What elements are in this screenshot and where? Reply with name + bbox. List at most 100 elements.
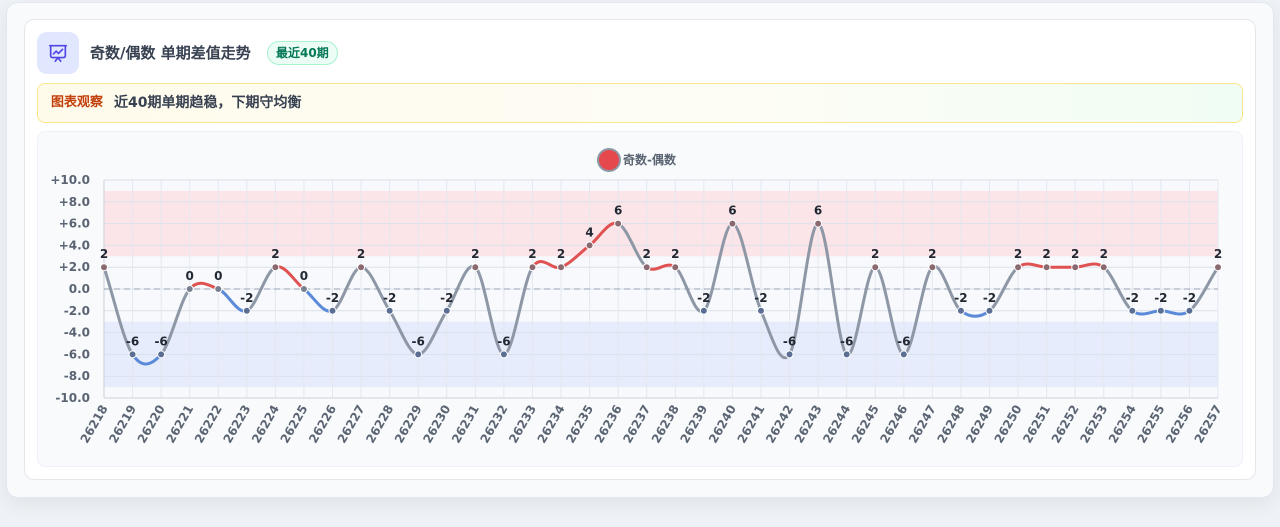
- y-tick-label: 0.0: [69, 282, 90, 296]
- data-point: [728, 219, 737, 228]
- series-line-segment: [102, 265, 135, 356]
- data-point: [985, 306, 994, 315]
- insight-label: 图表观察: [51, 95, 104, 110]
- data-point: [585, 241, 594, 250]
- y-tick-label: +6.0: [59, 217, 90, 231]
- data-label: 2: [671, 247, 679, 261]
- data-point: [185, 285, 194, 293]
- data-point: [814, 219, 823, 228]
- y-tick-label: -6.0: [64, 347, 90, 361]
- insight-text: 近40期单期趋稳，下期守均衡: [114, 95, 302, 111]
- data-label: -2: [754, 291, 767, 305]
- data-point: [357, 263, 366, 272]
- data-label: -6: [897, 334, 910, 348]
- data-point: [1156, 306, 1165, 315]
- data-point: [1214, 263, 1222, 272]
- data-label: 2: [100, 247, 108, 261]
- data-label: 2: [1014, 247, 1022, 261]
- data-label: -6: [412, 334, 425, 348]
- data-label: 6: [814, 204, 822, 218]
- data-point: [871, 263, 880, 272]
- data-point: [899, 350, 908, 359]
- chart-area: +10.0 +8.0 +6.0 +4.0 +2.0 0.0 -2.0 -4.0 -6.0 -8.0…: [37, 131, 1243, 467]
- line-chart: +10.0 +8.0 +6.0 +4.0 +2.0 0.0 -2.0 -4.0 -6.0 -8.0…: [50, 148, 1225, 446]
- data-label: 2: [1042, 247, 1050, 261]
- y-tick-label: +8.0: [59, 195, 90, 209]
- data-label: -2: [440, 291, 453, 305]
- data-point: [157, 350, 166, 359]
- y-tick-label: +4.0: [59, 238, 90, 252]
- data-label: -2: [983, 291, 996, 305]
- data-point: [271, 263, 280, 272]
- data-point: [385, 306, 394, 315]
- data-point: [471, 263, 480, 272]
- data-label: 2: [471, 247, 479, 261]
- data-label: 0: [186, 269, 194, 283]
- data-point: [528, 263, 537, 272]
- data-label: 0: [300, 269, 308, 283]
- card-title: 奇数/偶数 单期差值走势: [90, 44, 251, 62]
- data-label: 2: [271, 247, 279, 261]
- data-label: 2: [928, 247, 936, 261]
- data-label: 2: [528, 247, 536, 261]
- data-label: -6: [783, 334, 796, 348]
- data-point: [328, 306, 337, 315]
- period-badge: 最近40期: [267, 41, 338, 65]
- data-label: -2: [383, 291, 396, 305]
- data-point: [242, 306, 251, 315]
- series-line-segment: [159, 287, 192, 356]
- data-label: 2: [1100, 247, 1108, 261]
- insight-bar: 图表观察 近40期单期趋稳，下期守均衡: [37, 83, 1243, 123]
- data-label: -6: [154, 334, 167, 348]
- y-tick-label: -10.0: [55, 391, 90, 405]
- y-tick-label: -2.0: [64, 304, 90, 318]
- data-label: 2: [557, 247, 565, 261]
- data-point: [299, 285, 308, 293]
- legend-label: 奇数-偶数: [623, 152, 677, 167]
- data-label: 4: [585, 225, 593, 239]
- data-label: -2: [1183, 291, 1196, 305]
- data-point: [214, 285, 223, 293]
- data-label: -2: [1126, 291, 1139, 305]
- data-label: 6: [728, 204, 736, 218]
- data-point: [442, 306, 451, 315]
- y-tick-label: +10.0: [50, 173, 90, 187]
- data-label: 6: [614, 204, 622, 218]
- series-line-segment: [473, 265, 506, 356]
- data-point: [614, 219, 623, 228]
- y-tick-label: -8.0: [64, 369, 90, 383]
- data-point: [756, 306, 765, 315]
- data-point: [699, 306, 708, 315]
- series-line-segment: [873, 265, 906, 356]
- data-label: -6: [126, 334, 139, 348]
- data-point: [499, 350, 508, 359]
- data-label: -6: [840, 334, 853, 348]
- data-point: [671, 263, 680, 272]
- data-label: 2: [643, 247, 651, 261]
- presentation-chart-icon: [37, 32, 79, 74]
- data-point: [928, 263, 937, 272]
- data-point: [100, 263, 108, 272]
- data-point: [1099, 263, 1108, 272]
- data-point: [642, 263, 651, 272]
- data-point: [557, 263, 566, 272]
- data-label: 2: [357, 247, 365, 261]
- data-point: [842, 350, 851, 359]
- data-point: [1014, 263, 1023, 272]
- data-label: -2: [697, 291, 710, 305]
- data-label: 2: [1071, 247, 1079, 261]
- series-line-segment: [902, 265, 934, 356]
- data-point: [1071, 263, 1080, 272]
- data-label: -2: [954, 291, 967, 305]
- data-label: 2: [1214, 247, 1222, 261]
- data-label: 0: [214, 269, 222, 283]
- data-point: [956, 306, 965, 315]
- data-point: [785, 350, 794, 359]
- series-line-segment: [702, 222, 734, 313]
- data-point: [128, 350, 137, 359]
- y-tick-label: -4.0: [64, 326, 90, 340]
- data-point: [414, 350, 423, 359]
- data-label: -2: [326, 291, 339, 305]
- series-line-segment: [816, 222, 849, 356]
- legend-marker: [597, 148, 621, 172]
